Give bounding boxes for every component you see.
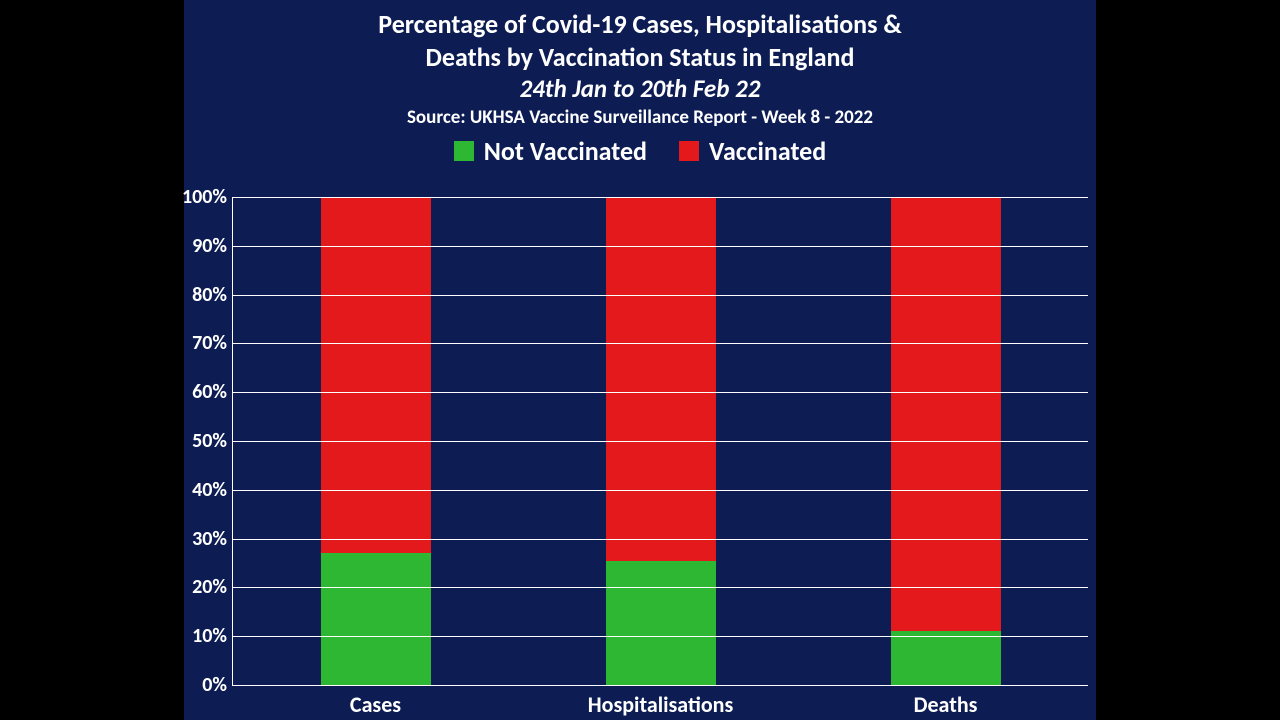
gridline [233, 246, 1088, 247]
legend-label-not-vaccinated: Not Vaccinated [484, 135, 647, 167]
gridline [233, 197, 1088, 198]
y-tick-label: 80% [192, 283, 233, 307]
gridline [233, 295, 1088, 296]
x-axis-label: Cases [350, 691, 401, 718]
y-tick-label: 20% [192, 575, 233, 599]
gridline [233, 490, 1088, 491]
legend: Not Vaccinated Vaccinated [184, 135, 1096, 167]
legend-item-not-vaccinated: Not Vaccinated [454, 135, 647, 167]
subtitle: 24th Jan to 20th Feb 22 [184, 73, 1096, 104]
x-axis-label: Hospitalisations [588, 691, 734, 718]
legend-swatch-not-vaccinated [454, 141, 474, 161]
y-tick-label: 50% [192, 429, 233, 453]
bar-segment [321, 553, 431, 685]
legend-swatch-vaccinated [679, 141, 699, 161]
bar-segment [321, 197, 431, 553]
y-tick-label: 10% [192, 624, 233, 648]
y-tick-label: 70% [192, 331, 233, 355]
gridline [233, 587, 1088, 588]
gridline [233, 392, 1088, 393]
gridline [233, 441, 1088, 442]
gridline [233, 636, 1088, 637]
y-tick-label: 90% [192, 234, 233, 258]
title-line-2: Deaths by Vaccination Status in England [184, 41, 1096, 74]
y-tick-label: 40% [192, 478, 233, 502]
y-tick-label: 60% [192, 380, 233, 404]
gridline [233, 343, 1088, 344]
legend-label-vaccinated: Vaccinated [709, 135, 826, 167]
y-tick-label: 30% [192, 527, 233, 551]
legend-item-vaccinated: Vaccinated [679, 135, 826, 167]
source-line: Source: UKHSA Vaccine Surveillance Repor… [184, 106, 1096, 129]
bar-segment [891, 197, 1001, 631]
y-tick-label: 100% [182, 185, 233, 209]
chart-plot-area: CasesHospitalisationsDeaths 0%10%20%30%4… [232, 197, 1088, 686]
bar-segment [606, 197, 716, 561]
title-line-1: Percentage of Covid-19 Cases, Hospitalis… [184, 8, 1096, 41]
bar-segment [606, 561, 716, 685]
bar-segment [891, 631, 1001, 685]
y-tick-label: 0% [202, 673, 233, 697]
titles-block: Percentage of Covid-19 Cases, Hospitalis… [184, 0, 1096, 129]
chart-panel: Percentage of Covid-19 Cases, Hospitalis… [184, 0, 1096, 720]
x-axis-label: Deaths [914, 691, 978, 718]
gridline [233, 539, 1088, 540]
